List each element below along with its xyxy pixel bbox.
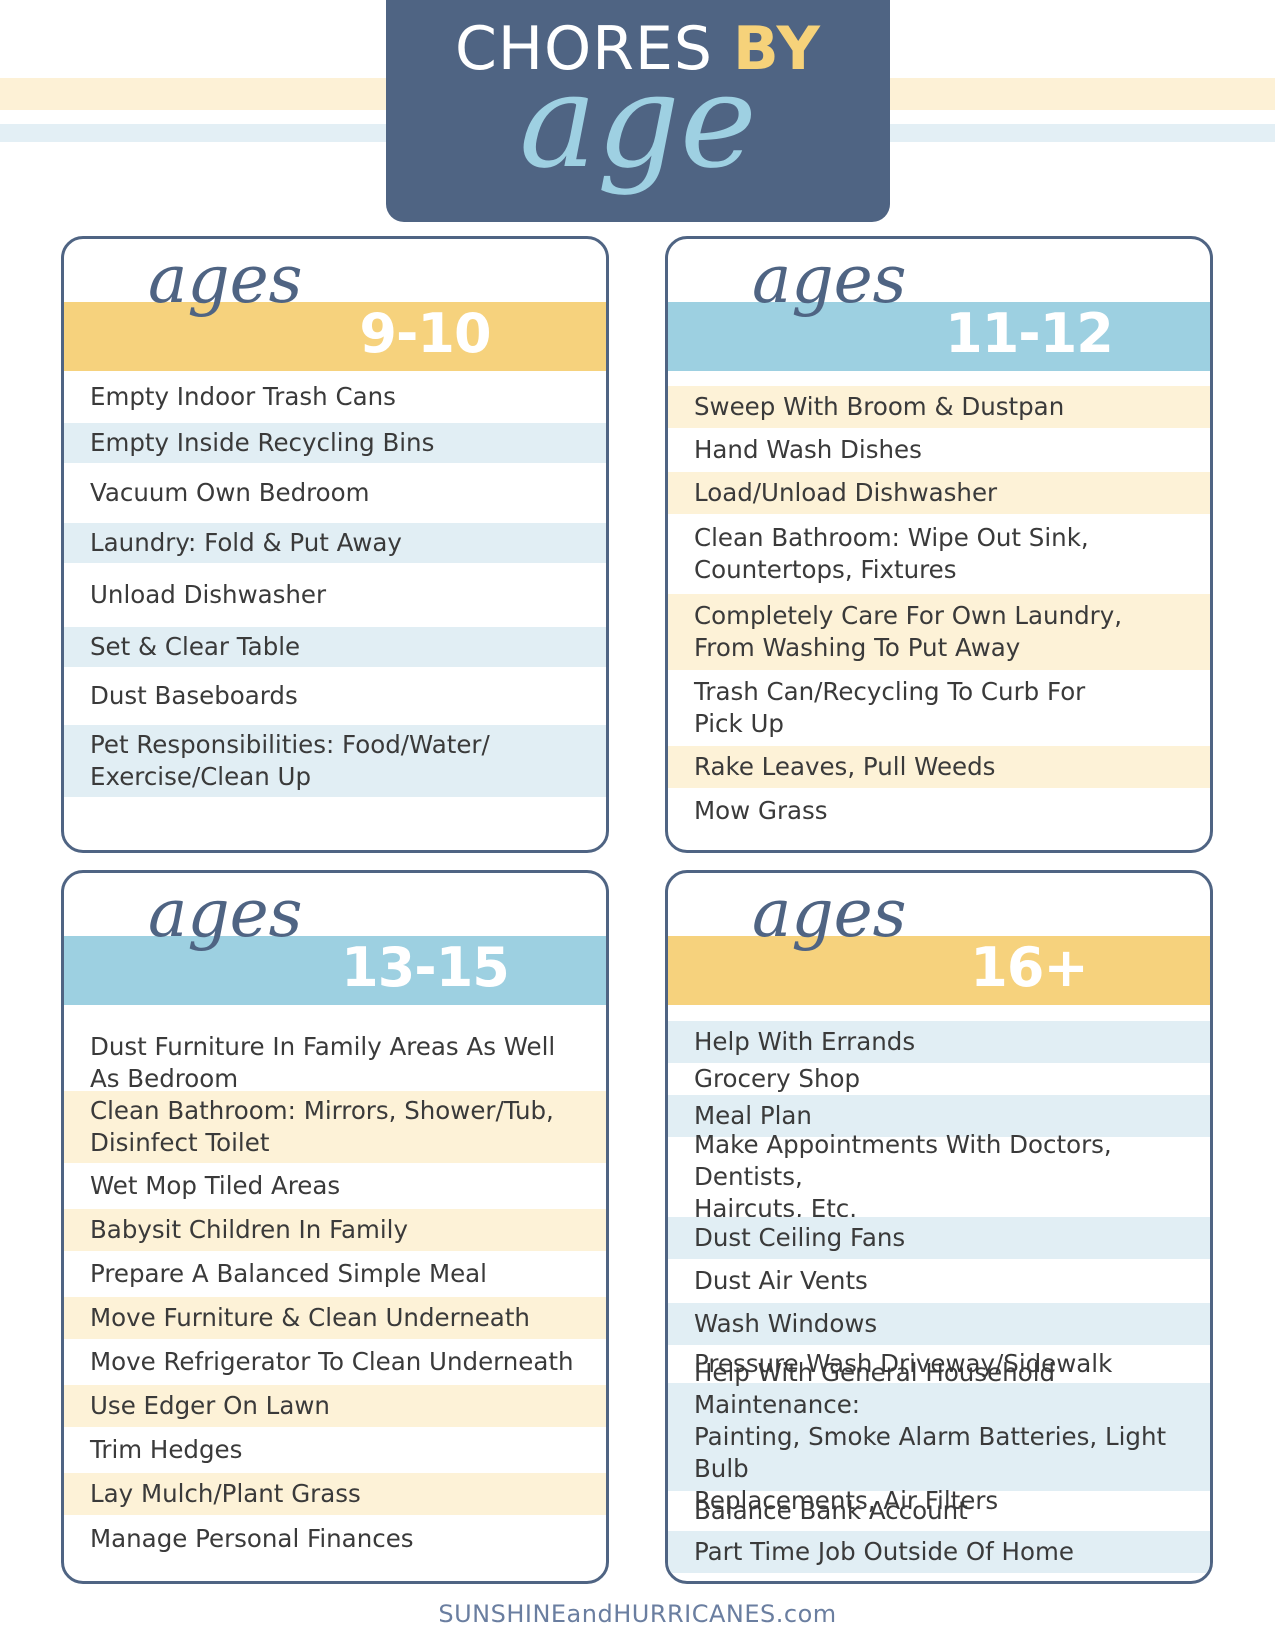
ages-script-label: ages bbox=[752, 241, 907, 318]
chore-item: Empty Indoor Trash Cans bbox=[90, 382, 396, 411]
age-range-label: 16+ bbox=[970, 936, 1088, 999]
title-accent: BY bbox=[733, 14, 821, 84]
chore-item: Trim Hedges bbox=[90, 1435, 243, 1464]
chore-item: Part Time Job Outside Of Home bbox=[668, 1531, 1210, 1573]
age-band bbox=[64, 302, 606, 371]
chore-item: Clean Bathroom: Wipe Out Sink, Countertop… bbox=[694, 523, 1089, 584]
ages-script-label: ages bbox=[148, 241, 303, 318]
chore-item: Balance Bank Account bbox=[694, 1496, 968, 1525]
chore-item: Grocery Shop bbox=[694, 1064, 861, 1093]
chore-item: Rake Leaves, Pull Weeds bbox=[668, 746, 1210, 788]
age-band bbox=[668, 936, 1210, 1005]
chore-item: Set & Clear Table bbox=[64, 627, 606, 667]
chore-item: Pressure Wash Driveway/Sidewalk bbox=[694, 1349, 1113, 1378]
chore-item: Use Edger On Lawn bbox=[64, 1385, 606, 1427]
chore-item: Sweep With Broom & Dustpan bbox=[668, 386, 1210, 428]
chore-item: Dust Ceiling Fans bbox=[668, 1217, 1210, 1259]
chore-item: Trash Can/Recycling To Curb For Pick Up bbox=[694, 677, 1086, 738]
chore-item: Wet Mop Tiled Areas bbox=[90, 1171, 341, 1200]
title-script: age bbox=[519, 45, 757, 197]
chore-item: Make Appointments With Doctors, Dentists… bbox=[694, 1130, 1112, 1223]
age-range-label: 11-12 bbox=[945, 302, 1114, 365]
chore-item: Meal Plan bbox=[668, 1095, 1210, 1137]
footer-website: SUNSHINEandHURRICANES.com bbox=[438, 1600, 837, 1628]
chore-card-ages-9-10: ages 9-10 Empty Indoor Trash Cans Empty … bbox=[61, 236, 609, 853]
chore-item: Clean Bathroom: Mirrors, Shower/Tub, Disi… bbox=[64, 1091, 606, 1163]
chore-item: Move Refrigerator To Clean Underneath bbox=[90, 1347, 574, 1376]
age-band bbox=[668, 302, 1210, 371]
title-main: CHORES bbox=[455, 14, 713, 84]
chore-item: Vacuum Own Bedroom bbox=[90, 478, 370, 507]
chore-item: Completely Care For Own Laundry, From Was… bbox=[668, 594, 1210, 670]
chore-item: Manage Personal Finances bbox=[90, 1524, 414, 1553]
chore-item: Babysit Children In Family bbox=[64, 1209, 606, 1251]
age-band bbox=[64, 936, 606, 1005]
ages-script-label: ages bbox=[752, 875, 907, 952]
chore-item: Pet Responsibilities: Food/Water/Exercis… bbox=[64, 725, 606, 797]
title-banner: CHORES BY age bbox=[386, 0, 890, 222]
chore-item: Laundry: Fold & Put Away bbox=[64, 523, 606, 563]
chore-item: Load/Unload Dishwasher bbox=[668, 472, 1210, 514]
chore-item: Prepare A Balanced Simple Meal bbox=[90, 1259, 487, 1288]
chore-item: Dust Furniture In Family Areas As Well As… bbox=[90, 1032, 556, 1093]
page-title: CHORES BY bbox=[386, 14, 890, 84]
chore-item: Help With Errands bbox=[668, 1021, 1210, 1063]
chore-item: Hand Wash Dishes bbox=[694, 435, 922, 464]
chore-item: Unload Dishwasher bbox=[90, 580, 327, 609]
age-range-label: 13-15 bbox=[341, 936, 510, 999]
chore-item: Dust Air Vents bbox=[694, 1266, 868, 1295]
chore-card-ages-16-plus: ages 16+ Help With Errands Grocery Shop … bbox=[665, 870, 1213, 1584]
age-range-label: 9-10 bbox=[359, 302, 491, 365]
chore-item: Lay Mulch/Plant Grass bbox=[64, 1473, 606, 1515]
chore-item: Mow Grass bbox=[694, 796, 828, 825]
chore-card-ages-13-15: ages 13-15 Dust Furniture In Family Area… bbox=[61, 870, 609, 1584]
chore-item: Wash Windows bbox=[668, 1303, 1210, 1345]
chore-item: Move Furniture & Clean Underneath bbox=[64, 1297, 606, 1339]
ages-script-label: ages bbox=[148, 875, 303, 952]
chore-item: Empty Inside Recycling Bins bbox=[64, 423, 606, 463]
chore-item: Dust Baseboards bbox=[90, 681, 298, 710]
chore-item: Help With General Household Maintenance:… bbox=[668, 1358, 1210, 1515]
chore-card-ages-11-12: ages 11-12 Sweep With Broom & Dustpan Ha… bbox=[665, 236, 1213, 853]
